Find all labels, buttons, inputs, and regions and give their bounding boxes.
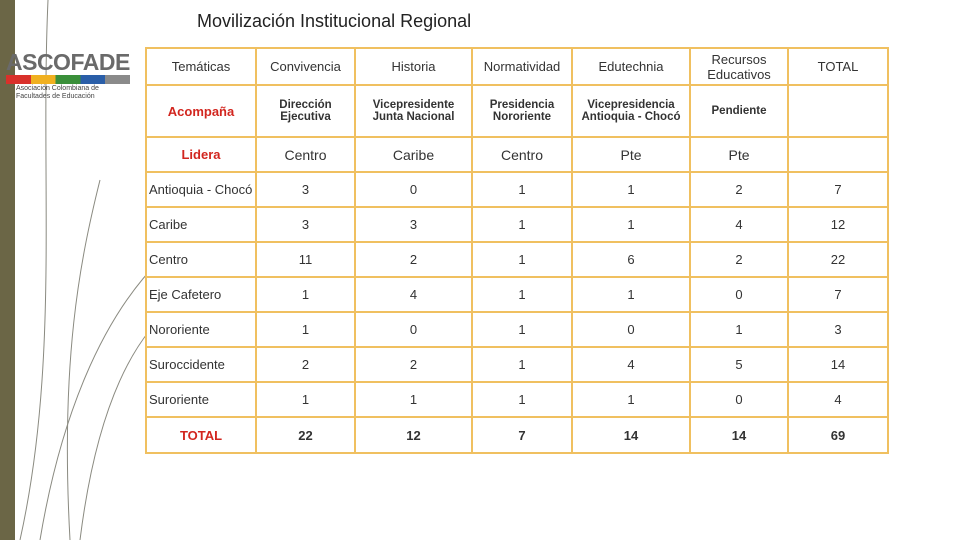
table-cell: Suroriente	[145, 381, 257, 418]
table-cell: 2	[354, 346, 473, 383]
table-cell: 12	[354, 416, 473, 454]
table-cell: Caribe	[145, 206, 257, 243]
table-cell: 3	[255, 171, 356, 208]
table-cell: 1	[255, 276, 356, 313]
table-cell: 3	[787, 311, 889, 348]
table-cell: 0	[689, 276, 789, 313]
table-cell	[787, 84, 889, 138]
table-row: TOTAL 22 12 7 14 14 69	[145, 416, 889, 454]
table-row: Acompaña Dirección Ejecutiva Vicepresident…	[145, 84, 889, 138]
table-cell: Temáticas	[145, 47, 257, 86]
table-row: Suroriente 1 1 1 1 0 4	[145, 381, 889, 418]
table-cell: Centro	[471, 136, 573, 173]
table-cell: Nororiente	[145, 311, 257, 348]
table-cell: 0	[354, 311, 473, 348]
table-cell: Convivencia	[255, 47, 356, 86]
table-cell: Centro	[255, 136, 356, 173]
table-cell: 4	[571, 346, 691, 383]
table-cell: 1	[471, 171, 573, 208]
table-cell: Vicepresidente Junta Nacional	[354, 84, 473, 138]
table-cell: 14	[571, 416, 691, 454]
table-cell: Centro	[145, 241, 257, 278]
table-cell: 2	[255, 346, 356, 383]
table-cell: 14	[787, 346, 889, 383]
table-cell: Presidencia Nororiente	[471, 84, 573, 138]
logo-strip	[6, 75, 130, 84]
table-cell: 14	[689, 416, 789, 454]
logo-name: ASCOFADE	[6, 49, 130, 75]
table-cell: 1	[571, 171, 691, 208]
table-cell: 4	[689, 206, 789, 243]
table-cell: 1	[471, 206, 573, 243]
table-cell: 0	[689, 381, 789, 418]
table-cell: 1	[571, 276, 691, 313]
table: Temáticas Convivencia Historia Normatividad…	[145, 47, 889, 454]
table-row: Antioquia - Chocó 3 0 1 1 2 7	[145, 171, 889, 208]
table-cell: 4	[354, 276, 473, 313]
table-cell: 1	[471, 241, 573, 278]
table-cell: 5	[689, 346, 789, 383]
table-cell: 69	[787, 416, 889, 454]
table-cell: 2	[689, 171, 789, 208]
table-row: Centro 11 2 1 6 2 22	[145, 241, 889, 278]
page-title: Movilización Institucional Regional	[197, 11, 472, 31]
logo-subtitle: Facultades de Educación	[16, 93, 95, 100]
table-cell: Antioquia - Chocó	[145, 171, 257, 208]
table-row: Eje Cafetero 1 4 1 1 0 7	[145, 276, 889, 313]
table-cell: 1	[571, 381, 691, 418]
table-cell: Edutechnia	[571, 47, 691, 86]
table-cell: Pendiente	[689, 84, 789, 138]
table-cell: 1	[471, 276, 573, 313]
table-cell: 4	[787, 381, 889, 418]
table-cell: Suroccidente	[145, 346, 257, 383]
table-cell: 7	[787, 276, 889, 313]
table-cell: 1	[255, 381, 356, 418]
table-cell: 1	[689, 311, 789, 348]
table-cell: Lidera	[145, 136, 257, 173]
table-cell: 22	[255, 416, 356, 454]
table-cell: 7	[471, 416, 573, 454]
table-cell: Normatividad	[471, 47, 573, 86]
table-cell: Acompaña	[145, 84, 257, 138]
table-cell: 0	[354, 171, 473, 208]
table-row: Suroccidente 2 2 1 4 5 14	[145, 346, 889, 383]
table-cell: Eje Cafetero	[145, 276, 257, 313]
table-row: Caribe 3 3 1 1 4 12	[145, 206, 889, 243]
side-bar	[0, 0, 15, 540]
table-cell: 3	[255, 206, 356, 243]
table-cell: Vicepresidencia Antioquia - Chocó	[571, 84, 691, 138]
table-cell: 12	[787, 206, 889, 243]
table-cell: 0	[571, 311, 691, 348]
table-cell: Dirección Ejecutiva	[255, 84, 356, 138]
table-cell: TOTAL	[787, 47, 889, 86]
table-row: Lidera Centro Caribe Centro Pte Pte	[145, 136, 889, 173]
table-cell: 2	[689, 241, 789, 278]
table-cell: 7	[787, 171, 889, 208]
table-cell: 1	[471, 311, 573, 348]
logo-subtitle: Asociación Colombiana de	[16, 85, 99, 92]
table-cell: Pte	[571, 136, 691, 173]
table-row: Temáticas Convivencia Historia Normatividad…	[145, 47, 889, 86]
table-cell: 1	[354, 381, 473, 418]
table-cell: 1	[571, 206, 691, 243]
table-cell: Recursos Educativos	[689, 47, 789, 86]
table-cell: 1	[471, 346, 573, 383]
table-cell: Historia	[354, 47, 473, 86]
table-cell: 22	[787, 241, 889, 278]
table-cell: Caribe	[354, 136, 473, 173]
table-cell: 2	[354, 241, 473, 278]
table-cell: 11	[255, 241, 356, 278]
table-row: Nororiente 1 0 1 0 1 3	[145, 311, 889, 348]
table-cell: 1	[471, 381, 573, 418]
table-cell: TOTAL	[145, 416, 257, 454]
table-cell: 3	[354, 206, 473, 243]
table-cell: Pte	[689, 136, 789, 173]
table-cell	[787, 136, 889, 173]
logo: ASCOFADE Asociación Colombiana de Facult…	[2, 49, 134, 100]
table-cell: 1	[255, 311, 356, 348]
table-cell: 6	[571, 241, 691, 278]
